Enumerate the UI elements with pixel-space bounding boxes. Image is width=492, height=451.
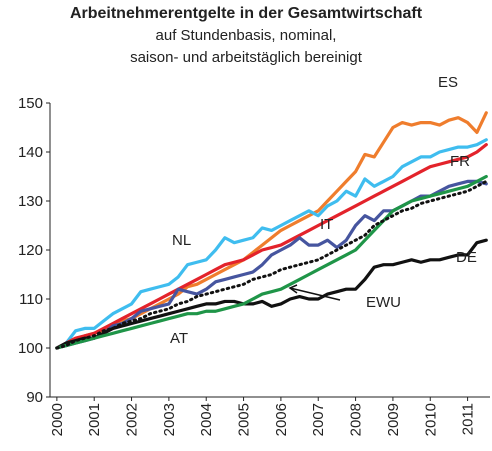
series-line: [55, 174, 488, 350]
y-tick-label: 100: [18, 340, 43, 357]
chart-subtitle: saison- und arbeitstäglich bereinigt: [130, 49, 363, 66]
series-label: FR: [450, 153, 470, 170]
y-tick-label: 120: [18, 242, 43, 259]
x-tick-label: 2000: [49, 403, 66, 436]
series-label: AT: [170, 330, 188, 347]
chart-subtitle: auf Stundenbasis, nominal,: [156, 27, 337, 44]
x-tick-label: 2003: [161, 403, 178, 436]
series-line: [55, 179, 488, 350]
series-label: IT: [320, 216, 333, 233]
chart-title: Arbeitnehmerentgelte in der Gesamtwirtsc…: [70, 5, 423, 22]
series-label: ES: [438, 74, 458, 91]
y-tick-label: 130: [18, 193, 43, 210]
x-tick-label: 2011: [460, 403, 477, 435]
x-tick-label: 2006: [273, 403, 290, 436]
y-tick-label: 150: [18, 95, 43, 112]
series-label: DE: [456, 249, 477, 266]
x-tick-label: 2004: [198, 403, 215, 436]
x-tick-label: 2001: [86, 403, 103, 436]
x-tick-label: 2010: [422, 403, 439, 436]
x-tick-label: 2002: [124, 403, 141, 436]
y-tick-label: 140: [18, 144, 43, 161]
y-tick-label: 110: [19, 291, 43, 308]
series-line: [55, 179, 488, 350]
x-tick-label: 2007: [310, 403, 327, 436]
annotation-arrow: [289, 287, 341, 301]
series-line: [55, 238, 488, 350]
x-tick-label: 2008: [348, 403, 365, 436]
annotation-arrowhead: [288, 284, 298, 294]
series-label: NL: [172, 232, 191, 249]
x-tick-label: 2005: [236, 403, 253, 436]
x-tick-label: 2009: [385, 403, 402, 436]
series-label: EWU: [366, 294, 401, 311]
series-line: [55, 138, 488, 350]
y-tick-label: 90: [26, 389, 43, 406]
series-line: [55, 143, 488, 350]
